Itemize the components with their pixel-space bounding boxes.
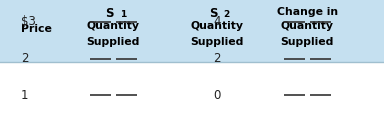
- Text: Quantity: Quantity: [190, 21, 243, 31]
- Text: Supplied: Supplied: [281, 37, 334, 47]
- Text: S: S: [209, 7, 217, 20]
- Text: Supplied: Supplied: [190, 37, 243, 47]
- Text: Price: Price: [21, 24, 52, 34]
- Text: $3: $3: [21, 15, 36, 28]
- Text: S: S: [105, 7, 114, 20]
- Text: Quantity: Quantity: [87, 21, 140, 31]
- Text: 4: 4: [213, 15, 221, 28]
- Text: 2: 2: [21, 52, 29, 65]
- Text: 1: 1: [120, 10, 126, 19]
- Bar: [0, 62, 384, 122]
- Text: Supplied: Supplied: [87, 37, 140, 47]
- Text: 2: 2: [213, 52, 221, 65]
- Text: 2: 2: [223, 10, 230, 19]
- Text: Quantity: Quantity: [281, 21, 334, 31]
- Text: 0: 0: [213, 89, 221, 102]
- Text: Change in: Change in: [276, 7, 338, 17]
- Text: 1: 1: [21, 89, 29, 102]
